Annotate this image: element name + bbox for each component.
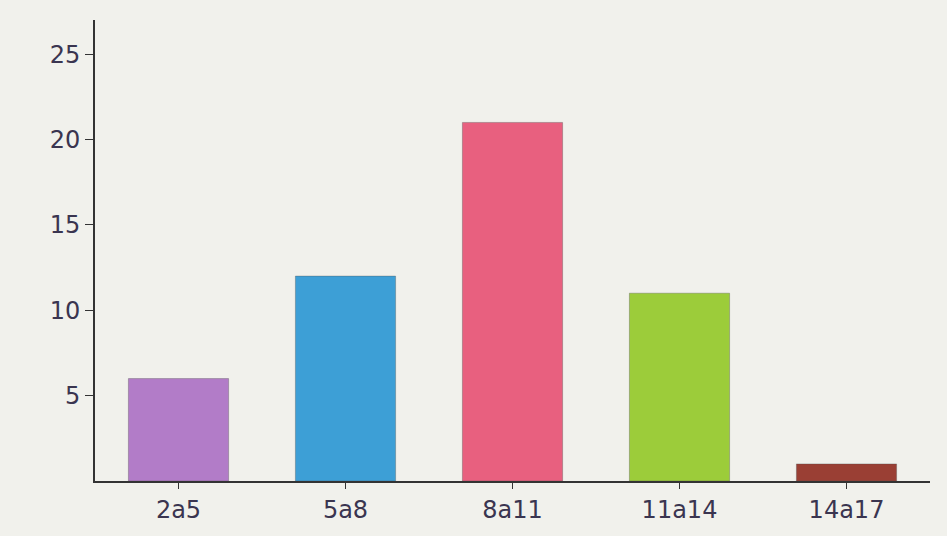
svg-text:11a14: 11a14	[642, 496, 718, 524]
svg-text:2a5: 2a5	[156, 496, 201, 524]
svg-text:8a11: 8a11	[482, 496, 543, 524]
svg-text:15: 15	[50, 211, 81, 239]
svg-text:25: 25	[50, 41, 81, 69]
svg-text:5: 5	[65, 382, 80, 410]
svg-text:20: 20	[50, 126, 81, 154]
svg-text:10: 10	[50, 297, 81, 325]
svg-text:14a17: 14a17	[809, 496, 885, 524]
svg-text:5a8: 5a8	[323, 496, 368, 524]
